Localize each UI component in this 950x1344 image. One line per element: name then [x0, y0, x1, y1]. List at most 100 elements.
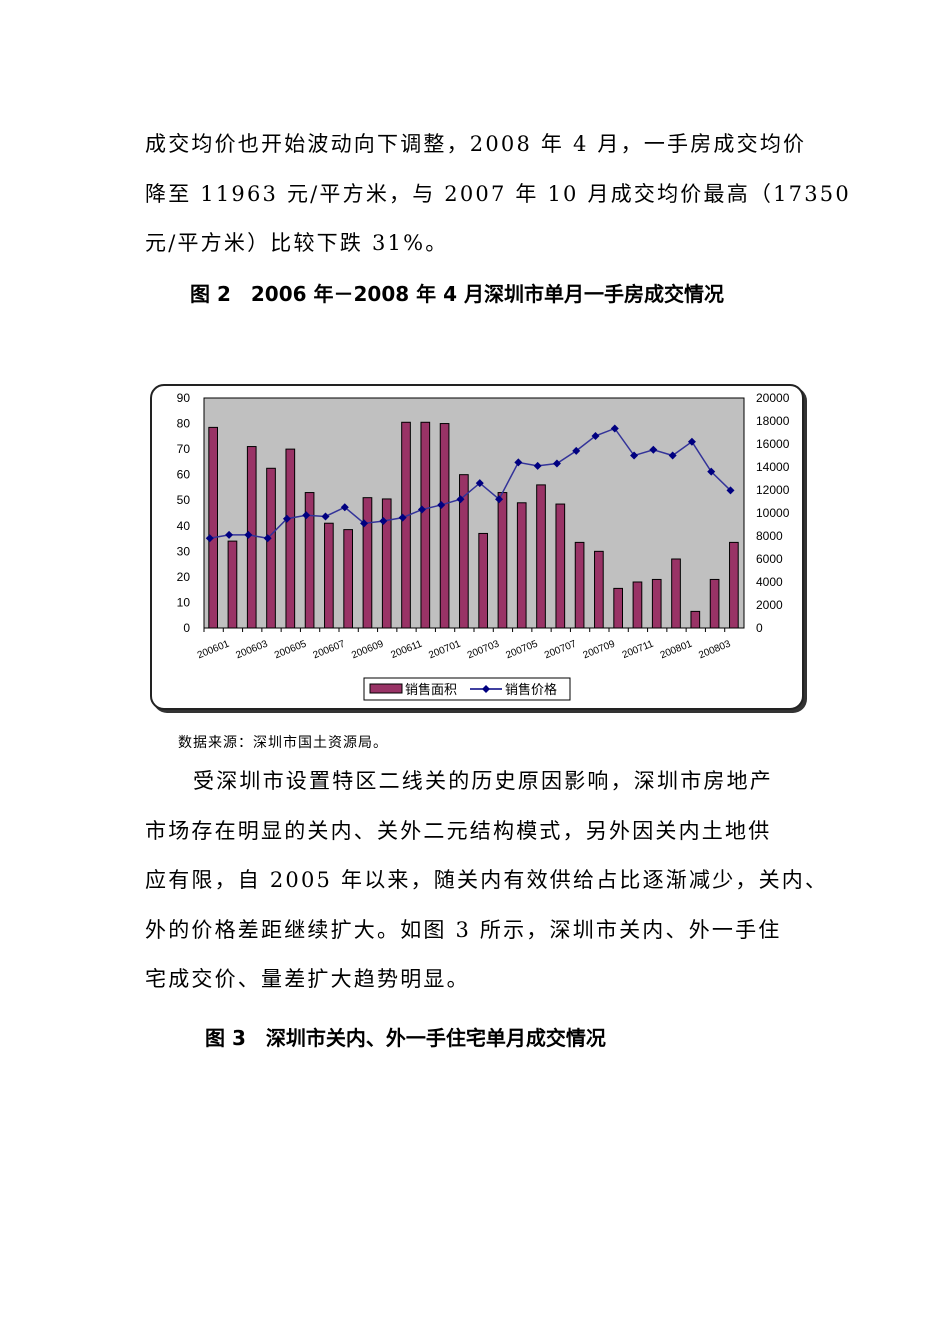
price-marker — [495, 495, 504, 504]
bar — [671, 558, 681, 629]
price-marker — [205, 534, 214, 543]
y-left-tick-label: 80 — [177, 417, 191, 431]
y-right-tick-label: 20000 — [756, 391, 790, 405]
y-left-tick-label: 40 — [177, 519, 191, 533]
plot-area — [203, 397, 745, 629]
paragraph-line: 元/平方米）比较下跌 31%。 — [145, 231, 449, 255]
price-marker — [687, 437, 696, 446]
price-marker — [475, 479, 484, 488]
price-marker — [514, 458, 523, 467]
y-right-tick-label: 6000 — [756, 552, 783, 566]
data-source-note: 数据来源：深圳市国土资源局。 — [178, 735, 388, 751]
x-tick-label: 200711 — [621, 638, 656, 661]
bar — [401, 421, 411, 629]
price-marker — [360, 519, 369, 528]
price-marker — [649, 445, 658, 454]
bar — [439, 423, 450, 629]
x-tick-label: 200605 — [273, 638, 308, 661]
y-right-tick-label: 18000 — [756, 414, 790, 428]
y-left-tick-label: 90 — [177, 391, 191, 405]
bar — [324, 522, 334, 629]
y-right-tick-label: 2000 — [756, 598, 783, 612]
y-left-tick-label: 60 — [177, 468, 191, 482]
price-marker — [225, 530, 234, 539]
figure-3-caption: 图 3 深圳市关内、外一手住宅单月成交情况 — [205, 1026, 606, 1050]
price-marker — [417, 505, 426, 514]
price-marker — [456, 495, 465, 504]
legend — [363, 677, 571, 701]
bar — [459, 474, 469, 629]
legend-label-price: 销售价格 — [505, 682, 557, 697]
price-marker — [668, 451, 677, 460]
price-marker — [437, 500, 446, 509]
paragraph-line: 外的价格差距继续扩大。如图 3 所示，深圳市关内、外一手住 — [145, 917, 782, 942]
chart-svg: 0 10 20 30 40 50 60 70 80 90 0 2000 4000 6000 8000 1000… — [177, 391, 790, 701]
price-line — [209, 427, 732, 540]
bar — [381, 498, 392, 629]
bar — [516, 502, 527, 629]
bar — [690, 610, 701, 629]
price-marker — [398, 513, 407, 522]
y-left-tick-label: 30 — [177, 544, 191, 558]
y-left-tick-label: 20 — [177, 570, 191, 584]
x-tick-label: 200611 — [389, 638, 424, 661]
x-tick-label: 200603 — [234, 638, 269, 661]
bar — [478, 532, 489, 629]
price-marker — [340, 503, 349, 512]
bar — [536, 484, 546, 629]
y-right-tick-label: 12000 — [756, 483, 790, 497]
legend-swatch-area — [369, 683, 403, 694]
price-marker — [379, 517, 388, 526]
price-marker — [282, 514, 291, 523]
x-tick-label: 200707 — [543, 638, 578, 661]
bar — [594, 550, 604, 629]
price-marker — [610, 424, 619, 433]
bar — [497, 492, 508, 629]
price-marker — [726, 486, 735, 495]
x-tick-label: 200801 — [659, 638, 694, 661]
y-right-tick-label: 8000 — [756, 529, 783, 543]
y-left-tick-label: 70 — [177, 442, 191, 456]
paragraph-line: 应有限，自 2005 年以来，随关内有效供给占比逐渐减少，关内、 — [145, 868, 829, 892]
figure-2-caption: 图 2 2006 年－2008 年 4 月深圳市单月一手房成交情况 — [190, 282, 724, 306]
price-marker — [244, 530, 253, 539]
price-marker — [302, 511, 311, 520]
x-tick-label: 200609 — [350, 638, 385, 661]
bar — [266, 467, 276, 629]
y-left-tick-label: 0 — [183, 621, 190, 635]
y-right-tick-label: 0 — [756, 621, 763, 635]
bar — [574, 541, 585, 629]
price-marker — [572, 446, 581, 455]
paragraph-line: 宅成交价、量差扩大趋势明显。 — [145, 967, 470, 991]
price-marker — [707, 467, 716, 476]
bar — [227, 540, 238, 629]
x-tick-label: 200705 — [504, 638, 539, 661]
y-right-tick-label: 4000 — [756, 575, 783, 589]
x-tick-label: 200607 — [312, 638, 347, 661]
price-marker — [321, 512, 330, 521]
bar — [420, 421, 431, 629]
paragraph-line: 成交均价也开始波动向下调整，2008 年 4 月，一手房成交均价 — [145, 132, 807, 156]
x-tick-label: 200709 — [582, 638, 617, 661]
y-right-tick-label: 16000 — [756, 437, 790, 451]
y-left-tick-label: 10 — [177, 595, 191, 609]
paragraph-line: 受深圳市设置特区二线关的历史原因影响，深圳市房地产 — [193, 769, 773, 793]
bar — [362, 497, 373, 629]
bar — [555, 503, 566, 629]
bar — [208, 426, 219, 629]
y-right-tick-label: 14000 — [756, 460, 790, 474]
paragraph-line: 降至 11963 元/平方米，与 2007 年 10 月成交均价最高（17350 — [145, 181, 851, 206]
y-right-tick-label: 10000 — [756, 506, 790, 520]
y-left-tick-label: 50 — [177, 493, 191, 507]
bar — [709, 578, 720, 629]
bar — [343, 529, 353, 629]
bar — [632, 581, 643, 629]
price-marker — [630, 451, 639, 460]
bar — [729, 541, 739, 629]
x-tick-label: 200703 — [466, 638, 501, 661]
chart-figure-2: 0 10 20 30 40 50 60 70 80 90 0 2000 4000 6000 8000 1000… — [150, 384, 804, 710]
x-tick-label: 200601 — [196, 638, 231, 661]
bar — [613, 587, 624, 629]
price-marker — [263, 534, 272, 543]
paragraph-line: 市场存在明显的关内、关外二元结构模式，另外因关内土地供 — [145, 818, 772, 843]
